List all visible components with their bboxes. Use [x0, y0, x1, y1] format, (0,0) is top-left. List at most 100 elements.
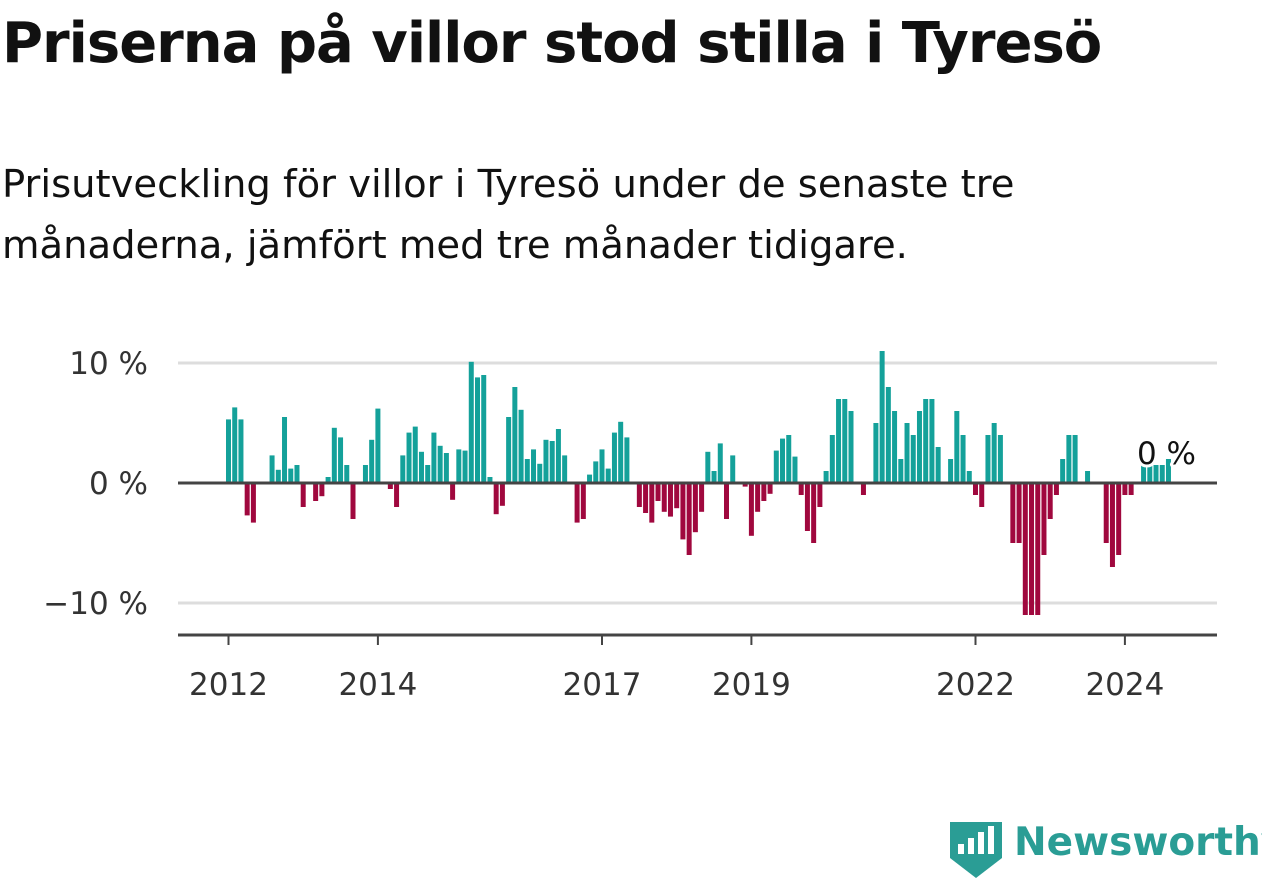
- bar: [742, 483, 748, 487]
- bar: [773, 450, 779, 483]
- bar: [761, 483, 767, 501]
- bar: [686, 483, 692, 555]
- bar: [1085, 471, 1091, 483]
- bar: [879, 351, 885, 483]
- bar: [655, 483, 661, 501]
- bar: [562, 455, 568, 483]
- bar: [362, 465, 368, 483]
- annotation-label: 0 %: [1137, 436, 1196, 472]
- bar: [499, 483, 505, 506]
- bar: [1153, 465, 1159, 483]
- bar: [1060, 459, 1066, 483]
- bar: [244, 483, 250, 516]
- bar: [1128, 483, 1134, 495]
- bar: [618, 421, 624, 483]
- x-tick-label: 2019: [712, 667, 791, 703]
- bar: [661, 483, 667, 512]
- bar: [823, 471, 829, 483]
- bar-chart: 10 % 0 % −10 % 2012 2014 2017 2019 2022 2024 0 …: [43, 346, 1217, 703]
- bar: [692, 483, 698, 533]
- bar: [475, 377, 480, 483]
- bar: [543, 439, 549, 483]
- bar: [1116, 483, 1122, 555]
- bar: [1072, 435, 1078, 483]
- bar: [811, 483, 817, 543]
- bar: [350, 483, 356, 519]
- bar: [643, 483, 649, 513]
- bar: [282, 417, 288, 483]
- bar: [487, 477, 493, 483]
- bar: [226, 419, 231, 483]
- newsworthy-logo: Newsworthy: [950, 818, 1262, 880]
- bar: [699, 483, 705, 512]
- y-tick-label: 0 %: [89, 466, 148, 502]
- bar: [537, 463, 543, 483]
- bar: [717, 443, 723, 483]
- bar: [1047, 483, 1053, 519]
- bar: [294, 465, 300, 483]
- x-axis-ticks: 2012 2014 2017 2019 2022 2024: [189, 635, 1164, 703]
- chart-subtitle: Prisutveckling för villor i Tyresö under…: [2, 162, 1015, 268]
- bar: [493, 483, 499, 515]
- bar: [767, 483, 773, 494]
- bar: [313, 483, 319, 501]
- bar: [425, 465, 431, 483]
- bar: [1165, 459, 1171, 483]
- bar: [593, 461, 599, 483]
- bar: [418, 451, 424, 483]
- bar: [232, 407, 238, 483]
- bar: [611, 432, 617, 483]
- bar: [829, 435, 835, 483]
- bar: [780, 438, 786, 483]
- bar: [748, 483, 754, 536]
- x-tick-label: 2022: [936, 667, 1015, 703]
- bar: [238, 419, 244, 483]
- bar: [898, 459, 904, 483]
- bar: [667, 483, 673, 517]
- bar: [1141, 459, 1147, 483]
- bar: [1066, 435, 1072, 483]
- gridlines: [178, 361, 1217, 605]
- bar: [860, 483, 866, 495]
- bar: [916, 411, 922, 483]
- bar: [387, 483, 393, 489]
- bar: [250, 483, 256, 523]
- bar: [817, 483, 823, 507]
- bar: [300, 483, 306, 507]
- bar: [1053, 483, 1059, 495]
- bar: [512, 387, 518, 483]
- bar: [344, 465, 350, 483]
- bar: [798, 483, 804, 495]
- y-tick-label: 10 %: [69, 346, 148, 382]
- bar: [636, 483, 642, 507]
- bar: [555, 429, 561, 483]
- bar: [1159, 465, 1165, 483]
- bar: [755, 483, 761, 512]
- bar: [400, 455, 406, 483]
- bar: [991, 423, 997, 483]
- bar: [954, 411, 960, 483]
- last-value-annotation: 0 %: [1134, 433, 1199, 475]
- bar: [1122, 483, 1128, 495]
- bar: [599, 449, 605, 483]
- bar: [885, 387, 891, 483]
- bar: [1010, 483, 1016, 543]
- bar: [275, 469, 281, 483]
- bar: [394, 483, 400, 507]
- bar: [786, 435, 792, 483]
- bar: [1022, 483, 1028, 615]
- bar: [923, 399, 929, 483]
- y-tick-label: −10 %: [43, 586, 148, 622]
- bar: [730, 455, 736, 483]
- bar: [1041, 483, 1047, 555]
- x-tick-label: 2014: [338, 667, 417, 703]
- bar: [524, 459, 530, 483]
- bar: [431, 432, 437, 483]
- bar: [406, 432, 412, 483]
- bar: [705, 451, 711, 483]
- bar: [468, 361, 474, 483]
- bar: [892, 411, 898, 483]
- y-axis-labels: 10 % 0 % −10 %: [43, 346, 148, 622]
- bar: [724, 483, 729, 519]
- bar: [456, 449, 462, 483]
